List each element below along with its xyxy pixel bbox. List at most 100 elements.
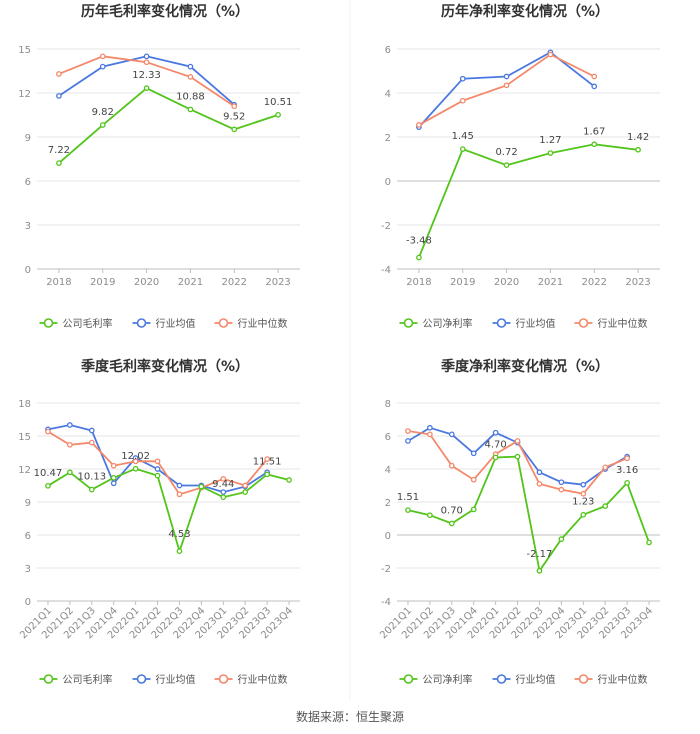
data-point: [99, 53, 106, 60]
data-point: [580, 490, 587, 497]
legend-marker: [43, 674, 54, 684]
x-tick-label: 2022: [582, 277, 607, 288]
legend-label: 行业均值: [516, 673, 556, 686]
data-point: [242, 489, 249, 495]
data-point: [591, 73, 598, 80]
data-point: [405, 438, 411, 444]
series-line-0: [407, 455, 650, 574]
legend-label: 行业均值: [156, 673, 196, 686]
data-label: 12.02: [121, 451, 150, 462]
legend-label: 行业中位数: [238, 673, 288, 686]
data-point: [580, 511, 587, 518]
x-tick-label: 2020: [134, 277, 159, 288]
data-point: [536, 567, 543, 574]
y-tick-label: 15: [18, 432, 31, 443]
legend-marker: [403, 318, 414, 328]
data-point: [56, 93, 62, 99]
data-point: [187, 106, 194, 113]
data-label: 10.47: [34, 468, 63, 479]
data-point: [503, 162, 510, 169]
y-tick-label: 4: [385, 89, 391, 100]
data-point: [176, 491, 183, 498]
data-point: [405, 507, 411, 513]
chart-panel-3: 季度毛利率变化情况（%）03691215182021Q12021Q22021Q3…: [18, 358, 300, 686]
y-tick-label: 0: [25, 265, 31, 276]
data-point: [154, 466, 161, 472]
data-label: 4.53: [168, 529, 190, 540]
data-point: [448, 520, 455, 527]
data-point: [536, 469, 543, 476]
y-tick-label: 2: [385, 498, 391, 509]
data-point: [427, 512, 433, 519]
y-tick-label: 6: [385, 432, 391, 443]
legend-label: 行业均值: [516, 317, 556, 330]
data-point: [503, 82, 510, 89]
data-point: [231, 103, 238, 110]
chart-panel-4: 季度净利率变化情况（%）-4-2024682021Q12021Q22021Q32…: [378, 358, 660, 686]
data-point: [416, 254, 422, 261]
data-label: -3.48: [406, 236, 432, 247]
data-point: [110, 474, 117, 481]
data-point: [558, 486, 565, 493]
y-tick-label: 6: [25, 531, 31, 542]
y-tick-label: -4: [381, 265, 391, 276]
data-point: [514, 453, 521, 460]
data-label: 10.51: [264, 97, 293, 108]
data-point: [264, 456, 270, 462]
data-label: 1.51: [397, 492, 419, 503]
data-point: [45, 482, 51, 489]
legend-label: 行业中位数: [238, 317, 288, 330]
data-point: [427, 424, 433, 431]
y-tick-label: 18: [18, 399, 31, 410]
data-point: [154, 472, 161, 479]
data-label: 3.16: [616, 465, 638, 476]
legend-marker: [218, 674, 229, 684]
data-label: 0.70: [441, 505, 463, 516]
data-point: [220, 476, 227, 482]
x-tick-label: 2021: [178, 277, 203, 288]
data-label: 9.82: [92, 107, 114, 118]
legend-label: 行业中位数: [598, 673, 648, 686]
data-label: 10.88: [176, 91, 205, 102]
data-point: [67, 422, 73, 428]
x-tick-label: 2022: [222, 277, 247, 288]
data-label: 9.52: [223, 111, 245, 122]
data-point: [448, 462, 455, 469]
legend-marker: [136, 674, 147, 684]
x-tick-label: 2023: [625, 277, 650, 288]
data-point: [143, 53, 150, 60]
data-point: [99, 122, 106, 128]
data-point: [56, 160, 62, 166]
data-point: [492, 454, 499, 461]
legend-marker: [136, 318, 147, 328]
data-point: [427, 431, 433, 438]
legend: 公司净利率 行业均值 行业中位数: [399, 673, 648, 686]
data-point: [558, 479, 565, 486]
chart-panel-2: 历年净利率变化情况（%） -4 -2 0 2 4 6 2018 2019 2020 2021 2022…: [381, 3, 660, 330]
data-point: [99, 63, 106, 70]
series-line-0: [58, 87, 279, 164]
data-point: [110, 480, 117, 487]
x-tick-label: 2018: [406, 277, 431, 288]
data-label: 1.27: [539, 135, 561, 146]
y-tick-label: 12: [18, 465, 31, 476]
data-point: [591, 83, 598, 90]
x-tick-label: 2019: [450, 277, 475, 288]
legend-marker: [578, 674, 589, 684]
y-tick-label: 0: [385, 531, 391, 542]
y-tick-label: -4: [381, 597, 391, 608]
data-point: [547, 150, 554, 156]
y-tick-label: 12: [18, 89, 31, 100]
y-tick-label: 6: [25, 177, 31, 188]
data-label: 12.33: [132, 70, 161, 81]
data-source-note: 数据来源：恒生聚源: [295, 710, 404, 724]
data-point: [110, 462, 117, 469]
legend: 公司毛利率 行业均值 行业中位数: [39, 673, 288, 686]
data-point: [286, 477, 292, 483]
legend-marker: [578, 318, 589, 328]
data-point: [470, 476, 477, 483]
y-tick-label: 4: [385, 465, 391, 476]
data-point: [187, 63, 194, 70]
data-point: [580, 481, 587, 488]
legend-marker: [218, 318, 229, 328]
